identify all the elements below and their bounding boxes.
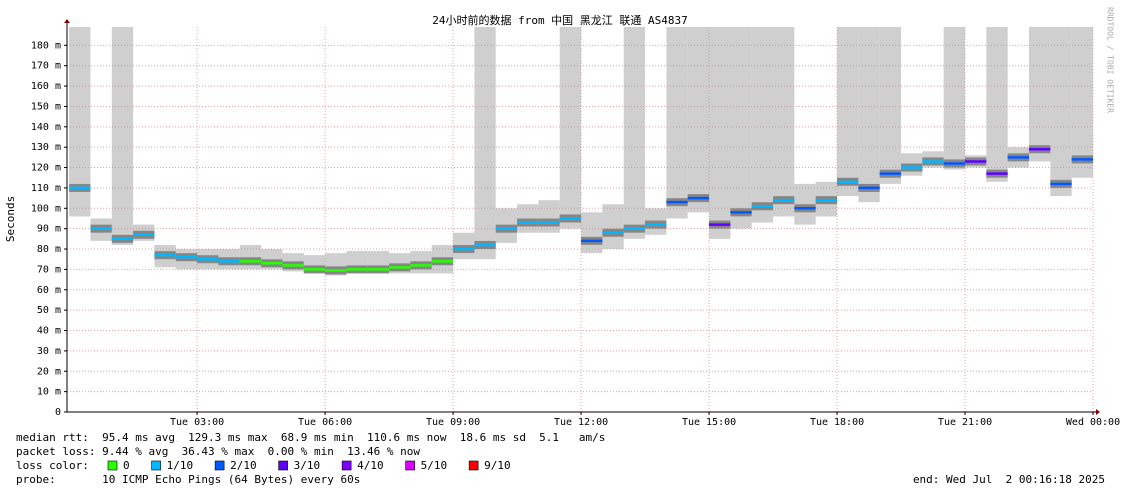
smoke-band	[1029, 27, 1051, 162]
smoke-band	[666, 27, 688, 219]
y-tick-label: 0	[55, 407, 61, 418]
y-tick-label: 100 m	[31, 203, 61, 214]
end-time: end: Wed Jul 2 00:16:18 2025	[913, 473, 1105, 486]
watermark: RRDTOOL / TOBI OETIKER	[1106, 7, 1115, 113]
loss-color-label: loss color:	[16, 459, 89, 472]
legend-swatch	[214, 460, 225, 471]
y-tick-label: 60 m	[37, 285, 61, 296]
x-tick-label: Tue 21:00	[938, 417, 992, 428]
legend-label: 4/10	[357, 459, 384, 472]
packet-loss: packet loss: 9.44 % avg 36.43 % max 0.00…	[16, 445, 420, 458]
y-tick-label: 180 m	[31, 40, 61, 51]
y-tick-label: 130 m	[31, 142, 61, 153]
smoke-band	[986, 27, 1008, 182]
x-tick-label: Tue 12:00	[554, 417, 608, 428]
legend-swatch	[405, 460, 415, 471]
smoke-band	[474, 27, 496, 260]
smoke-band	[751, 27, 774, 223]
smoke-band	[1050, 27, 1072, 197]
smoke-band	[858, 27, 880, 203]
legend-swatch	[107, 460, 118, 471]
x-tick-label: Wed 00:00	[1066, 417, 1120, 428]
y-tick-label: 40 m	[37, 326, 61, 337]
smoke-band	[559, 27, 582, 229]
x-tick-label: Tue 03:00	[170, 417, 224, 428]
smoke-band	[239, 244, 262, 270]
smoke-band	[687, 27, 710, 213]
y-tick-label: 110 m	[31, 183, 61, 194]
grid	[64, 27, 1094, 415]
legend-swatch	[468, 460, 479, 471]
y-tick-label: 90 m	[37, 224, 61, 235]
y-tick-label: 80 m	[37, 244, 61, 255]
legend-label: 2/10	[230, 459, 257, 472]
y-tick-label: 10 m	[37, 387, 61, 398]
smoke-band	[1071, 27, 1093, 178]
legend-label: 3/10	[294, 459, 321, 472]
x-tick-label: Tue 18:00	[810, 417, 864, 428]
legend-label: 9/10	[484, 459, 511, 472]
smoke-band	[517, 204, 539, 233]
legend-label: 0	[123, 459, 130, 472]
smoke-band	[837, 27, 859, 197]
legend-swatch	[151, 460, 161, 471]
probe: probe: 10 ICMP Echo Pings (64 Bytes) eve…	[16, 473, 360, 486]
x-arrow	[1096, 409, 1100, 415]
y-tick-label: 140 m	[31, 122, 61, 133]
y-axis-label: Seconds	[4, 196, 17, 242]
y-tick-label: 20 m	[37, 366, 61, 377]
smoke-band	[943, 27, 966, 170]
y-tick-label: 120 m	[31, 163, 61, 174]
smoke-band	[773, 27, 795, 217]
smoke-band	[794, 183, 816, 225]
smoke-band	[581, 212, 603, 254]
smoke-band	[709, 27, 731, 239]
x-tick-label: Tue 09:00	[426, 417, 480, 428]
legend-label: 5/10	[421, 459, 448, 472]
smoke-band	[69, 27, 91, 217]
smoke-band	[730, 27, 752, 229]
y-tick-label: 170 m	[31, 61, 61, 72]
legend-swatch	[278, 460, 288, 471]
y-tick-label: 150 m	[31, 101, 61, 112]
y-tick-label: 160 m	[31, 81, 61, 92]
legend-label: 1/10	[167, 459, 194, 472]
smoke-band	[623, 27, 646, 239]
median	[69, 147, 1093, 272]
x-tick-label: Tue 15:00	[682, 417, 736, 428]
smoke-band	[538, 200, 560, 233]
y-arrow	[64, 19, 70, 23]
y-tick-label: 30 m	[37, 346, 61, 357]
x-tick-label: Tue 06:00	[298, 417, 352, 428]
smoke-band	[602, 204, 624, 250]
legend: 0 1/10 2/10 3/10 4/10 5/10 9/10	[107, 459, 511, 472]
y-tick-label: 50 m	[37, 305, 61, 316]
smoke-band	[879, 27, 902, 184]
smoke-band	[111, 27, 134, 245]
chart-title: 24小时前的数据 from 中国 黑龙江 联通 AS4837	[432, 13, 688, 27]
median-rtt: median rtt: 95.4 ms avg 129.3 ms max 68.…	[16, 431, 605, 444]
legend-swatch	[341, 460, 352, 471]
y-tick-label: 70 m	[37, 264, 61, 275]
